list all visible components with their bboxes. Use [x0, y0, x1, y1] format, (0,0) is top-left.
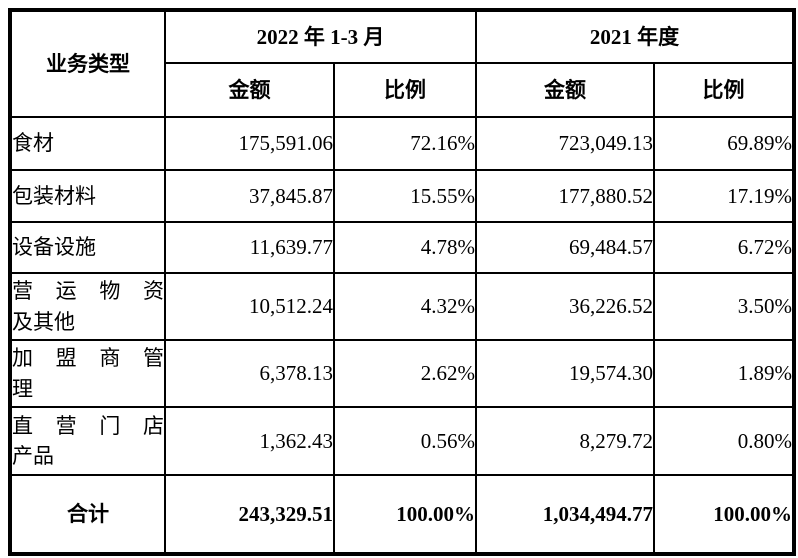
total-ratio-2022-cell: 100.00% [333, 474, 477, 555]
amount-2021-cell: 69,484.57 [475, 221, 655, 274]
ratio-2022-cell: 4.78% [333, 221, 477, 274]
total-amount-2022-cell: 243,329.51 [164, 474, 335, 555]
row-label: 直营门店 产品 [9, 406, 166, 476]
business-type-revenue-table: 业务类型 2022 年 1-3 月 2021 年度 金额 比例 金额 比例 食材… [8, 8, 796, 556]
row-label: 营运物资 及其他 [9, 272, 166, 341]
ratio-2021-cell: 6.72% [653, 221, 795, 274]
header-period-2022: 2022 年 1-3 月 [164, 9, 477, 64]
amount-2022-cell: 1,362.43 [164, 406, 335, 476]
amount-2021-cell: 8,279.72 [475, 406, 655, 476]
table-row-direct-store-products: 直营门店 产品 1,362.43 0.56% 8,279.72 0.80% [9, 406, 795, 476]
total-amount-2021-cell: 1,034,494.77 [475, 474, 655, 555]
amount-2022-cell: 11,639.77 [164, 221, 335, 274]
table-row-franchisee-management: 加盟商管 理 6,378.13 2.62% 19,574.30 1.89% [9, 339, 795, 408]
amount-2021-cell: 177,880.52 [475, 169, 655, 223]
row-label-line2: 产品 [12, 444, 54, 468]
header-business-type: 业务类型 [9, 9, 166, 118]
ratio-2021-cell: 3.50% [653, 272, 795, 341]
amount-2022-cell: 10,512.24 [164, 272, 335, 341]
ratio-2022-cell: 72.16% [333, 116, 477, 171]
row-label-line1: 营运物资 [12, 279, 164, 304]
header-row-metrics: 金额 比例 金额 比例 [10, 62, 795, 118]
amount-2021-cell: 19,574.30 [475, 339, 655, 408]
header-amount-2022: 金额 [164, 62, 335, 118]
amount-2022-cell: 6,378.13 [164, 339, 335, 408]
row-label: 设备设施 [9, 221, 166, 274]
row-label: 加盟商管 理 [9, 339, 166, 408]
amount-2021-cell: 723,049.13 [475, 116, 655, 171]
table-row-operating-supplies-other: 营运物资 及其他 10,512.24 4.32% 36,226.52 3.50% [9, 272, 795, 341]
row-label: 包装材料 [9, 169, 166, 223]
ratio-2022-cell: 0.56% [333, 406, 477, 476]
row-label-line1: 加盟商管 [12, 346, 164, 371]
header-ratio-2021: 比例 [653, 62, 795, 118]
header-row-periods: 业务类型 2022 年 1-3 月 2021 年度 [9, 9, 795, 118]
row-label-line2: 及其他 [12, 309, 75, 334]
ratio-2022-cell: 2.62% [333, 339, 477, 408]
ratio-2021-cell: 1.89% [653, 339, 795, 408]
amount-2022-cell: 37,845.87 [164, 169, 335, 223]
table-row-packaging-materials: 包装材料 37,845.87 15.55% 177,880.52 17.19% [9, 169, 795, 223]
row-label-line2: 理 [12, 376, 33, 401]
amount-2021-cell: 36,226.52 [475, 272, 655, 341]
amount-2022-cell: 175,591.06 [164, 116, 335, 171]
ratio-2021-cell: 17.19% [653, 169, 795, 223]
total-label: 合计 [9, 474, 166, 555]
ratio-2022-cell: 4.32% [333, 272, 477, 341]
header-period-2021: 2021 年度 [475, 9, 795, 64]
table-row-food-ingredients: 食材 175,591.06 72.16% 723,049.13 69.89% [9, 116, 795, 171]
ratio-2022-cell: 15.55% [333, 169, 477, 223]
header-ratio-2022: 比例 [333, 62, 477, 118]
header-amount-2021: 金额 [475, 62, 655, 118]
ratio-2021-cell: 69.89% [653, 116, 795, 171]
table-row-total: 合计 243,329.51 100.00% 1,034,494.77 100.0… [9, 474, 795, 555]
total-ratio-2021-cell: 100.00% [653, 474, 795, 555]
ratio-2021-cell: 0.80% [653, 406, 795, 476]
row-label-line1: 直营门店 [12, 413, 164, 438]
table-row-equipment-facilities: 设备设施 11,639.77 4.78% 69,484.57 6.72% [9, 221, 795, 274]
row-label: 食材 [9, 116, 166, 171]
